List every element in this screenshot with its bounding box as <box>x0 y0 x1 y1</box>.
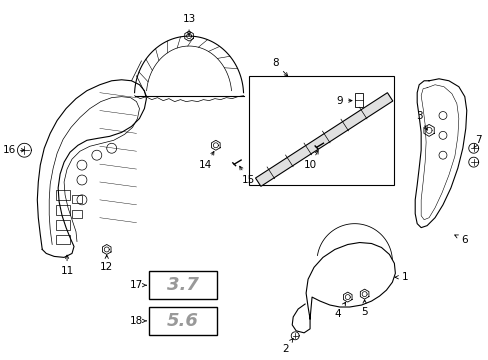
Bar <box>56 205 70 215</box>
Text: 5.6: 5.6 <box>167 312 199 330</box>
Text: 11: 11 <box>61 255 74 276</box>
Text: 2: 2 <box>282 338 292 354</box>
Text: 3.7: 3.7 <box>167 276 199 294</box>
Bar <box>56 235 70 244</box>
Text: 8: 8 <box>271 58 287 76</box>
Text: 18: 18 <box>130 316 143 326</box>
Text: 12: 12 <box>100 255 113 272</box>
Bar <box>149 271 216 299</box>
Bar <box>248 76 393 185</box>
Text: 14: 14 <box>199 152 214 170</box>
Bar <box>72 210 82 218</box>
Text: 5: 5 <box>361 300 367 317</box>
Text: 9: 9 <box>336 96 351 105</box>
Polygon shape <box>255 93 392 186</box>
Bar <box>354 93 362 107</box>
Bar <box>149 307 216 335</box>
Bar <box>72 195 82 203</box>
Text: 15: 15 <box>239 166 255 185</box>
Text: 6: 6 <box>454 234 467 244</box>
Bar <box>56 190 70 200</box>
Bar <box>56 220 70 230</box>
Text: 1: 1 <box>394 272 407 282</box>
Text: 4: 4 <box>334 302 345 319</box>
Text: 3: 3 <box>415 111 427 130</box>
Text: 7: 7 <box>473 135 481 148</box>
Text: 13: 13 <box>182 14 195 35</box>
Text: 16: 16 <box>3 145 24 155</box>
Text: 17: 17 <box>130 280 143 290</box>
Text: 10: 10 <box>303 150 318 170</box>
